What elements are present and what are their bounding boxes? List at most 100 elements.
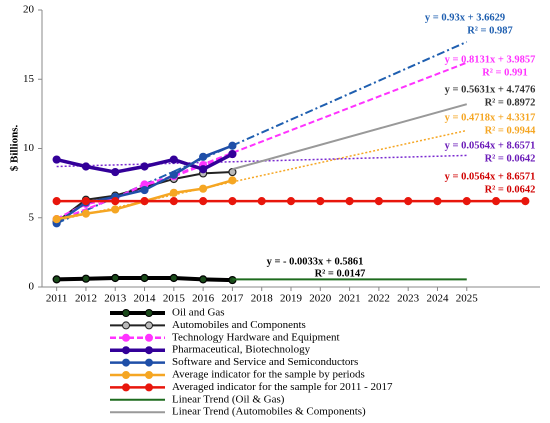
- marker: [199, 184, 208, 193]
- trend-r2: R² = 0.0147: [315, 268, 366, 279]
- x-tick-label: 2022: [368, 293, 390, 305]
- marker: [286, 197, 296, 206]
- marker: [52, 197, 61, 206]
- trend-equation: y = 0.8131x + 3.9857: [445, 54, 536, 65]
- trend-line: [56, 40, 468, 225]
- legend-label: Automobiles and Components: [172, 319, 306, 331]
- legend-marker: [145, 371, 153, 379]
- y-tick-label: 5: [29, 211, 35, 223]
- y-tick-label: 10: [23, 142, 35, 154]
- legend-marker: [122, 309, 130, 317]
- marker: [140, 185, 149, 195]
- legend-marker: [145, 309, 153, 317]
- x-tick-label: 2019: [280, 293, 303, 305]
- marker: [52, 155, 61, 164]
- x-tick-label: 2024: [426, 293, 449, 305]
- legend-label: Pharmaceutical, Biotechnology: [172, 344, 311, 356]
- legend-label: Averaged indicator for the sample for 20…: [172, 381, 393, 393]
- legend-label: Linear Trend (Automobiles & Components): [172, 406, 366, 418]
- marker: [169, 197, 178, 206]
- marker: [228, 149, 237, 159]
- y-tick-label: 20: [23, 4, 35, 16]
- x-tick-label: 2011: [46, 293, 68, 305]
- marker: [52, 275, 61, 284]
- trend-r2: R² = 0.8972: [485, 97, 536, 108]
- legend-marker: [122, 358, 130, 367]
- trend-r2: R² = 0.0642: [485, 153, 536, 164]
- trend-r2: R² = 0.9944: [485, 125, 537, 136]
- trend-equation: y = 0.93x + 3.6629: [425, 12, 505, 23]
- trend-r2: R² = 0.991: [482, 67, 528, 78]
- x-tick-label: 2015: [163, 293, 186, 305]
- y-tick-label: 0: [29, 281, 35, 293]
- marker: [199, 152, 208, 161]
- trend-equation: y = 0.5631x + 4.7476: [445, 84, 536, 95]
- x-tick-label: 2017: [221, 293, 244, 305]
- marker: [316, 197, 325, 206]
- marker: [169, 273, 178, 283]
- legend-marker: [122, 346, 130, 355]
- x-tick-label: 2012: [75, 293, 97, 305]
- marker: [140, 273, 149, 283]
- trend-r2: R² = 0.987: [467, 25, 513, 36]
- marker: [111, 197, 120, 206]
- legend-marker: [122, 383, 130, 392]
- marker: [199, 165, 208, 174]
- series-line: [232, 103, 468, 171]
- marker: [521, 197, 530, 206]
- marker: [140, 162, 149, 171]
- legend-marker: [122, 371, 130, 379]
- legend-label: Linear Trend (Oil & Gas): [172, 393, 285, 405]
- marker: [257, 197, 266, 206]
- x-tick-label: 2020: [309, 293, 332, 305]
- legend-marker: [145, 383, 153, 392]
- y-tick-label: 15: [23, 73, 35, 85]
- x-tick-label: 2018: [251, 293, 274, 305]
- x-tick-label: 2014: [134, 293, 157, 305]
- marker: [345, 197, 354, 206]
- marker: [81, 209, 91, 218]
- legend-marker: [145, 321, 153, 330]
- marker: [374, 197, 383, 206]
- x-tick-label: 2013: [104, 293, 127, 305]
- marker: [81, 162, 91, 171]
- marker: [169, 155, 178, 164]
- trend-r2: R² = 0.0642: [485, 184, 536, 195]
- legend-label: Oil and Gas: [172, 307, 225, 319]
- trend-equation: y = 0.0564x + 8.6571: [445, 140, 536, 151]
- marker: [111, 205, 120, 214]
- trend-equation: y = 0.0564x + 8.6571: [445, 171, 536, 182]
- legend-marker: [145, 358, 153, 367]
- marker: [52, 215, 61, 224]
- marker: [491, 197, 501, 206]
- marker: [228, 176, 237, 185]
- marker: [404, 197, 413, 206]
- legend-marker: [122, 333, 130, 342]
- x-tick-label: 2021: [339, 293, 361, 305]
- marker: [228, 141, 237, 150]
- marker: [81, 274, 91, 283]
- marker: [111, 167, 120, 177]
- trend-equation: y = - 0.0033x + 0.5861: [267, 256, 364, 267]
- legend-marker: [145, 333, 153, 342]
- marker: [140, 197, 149, 206]
- trend-equation: y = 0.4718x + 4.3317: [445, 112, 536, 123]
- legend-marker: [122, 321, 130, 330]
- y-axis-label: $ Billions.: [9, 125, 21, 172]
- marker: [111, 273, 120, 283]
- x-tick-label: 2023: [397, 293, 420, 305]
- marker: [169, 170, 178, 179]
- legend-label: Average indicator for the sample by peri…: [172, 369, 365, 381]
- marker: [199, 197, 208, 206]
- marker: [462, 197, 471, 206]
- marker: [81, 197, 91, 206]
- legend-label: Software and Service and Semiconductors: [172, 356, 358, 368]
- marker: [228, 197, 237, 206]
- x-tick-label: 2025: [456, 293, 479, 305]
- x-tick-label: 2016: [192, 293, 215, 305]
- marker: [169, 188, 178, 197]
- legend-marker: [145, 346, 153, 355]
- legend-label: Technology Hardware and Equipment: [172, 331, 340, 343]
- marker: [433, 197, 442, 206]
